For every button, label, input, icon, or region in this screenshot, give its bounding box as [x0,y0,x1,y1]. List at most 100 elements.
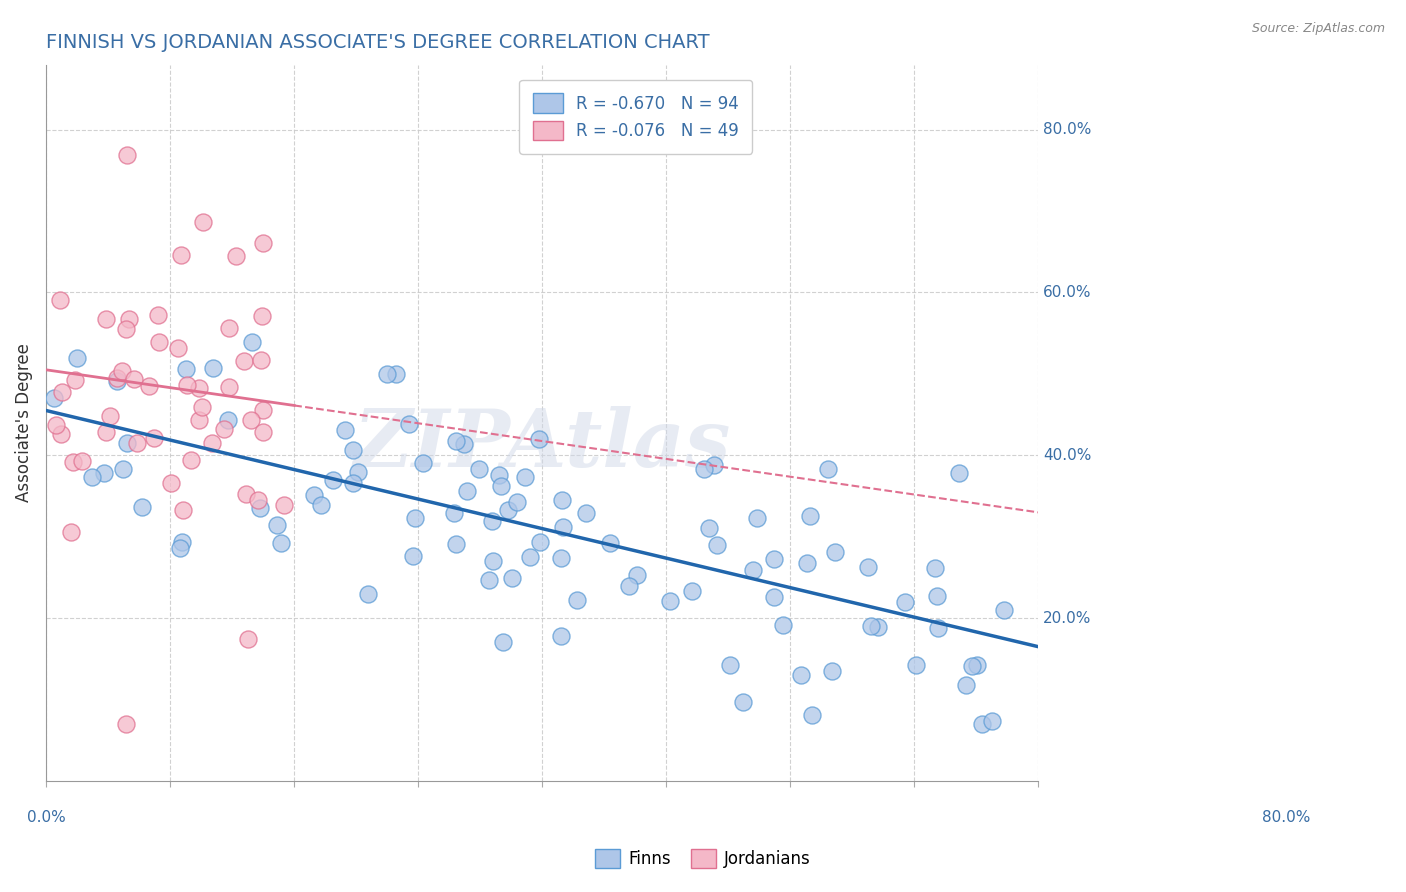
Point [51,384,73,399]
Point [105,371,128,385]
Point [619,579,641,593]
Point [51,426,73,441]
Point [745,511,768,525]
Point [357,587,380,601]
Point [856,560,879,574]
Point [385,367,408,381]
Point [527,432,550,446]
Point [404,511,426,525]
Point [468,461,491,475]
Point [993,603,1015,617]
Point [444,434,467,448]
Point [456,484,478,499]
Point [824,545,846,559]
Point [80,470,103,484]
Point [111,462,134,476]
Point [180,453,202,467]
Point [551,492,574,507]
Point [111,364,134,378]
Point [169,541,191,555]
Point [115,717,138,731]
Point [477,573,499,587]
Point [972,717,994,731]
Point [212,422,235,436]
Point [240,413,263,427]
Point [45,417,67,432]
Point [65,373,87,387]
Point [347,465,370,479]
Point [772,618,794,632]
Point [496,502,519,516]
Point [706,538,728,552]
Point [218,380,240,394]
Point [966,657,988,672]
Point [800,707,823,722]
Point [143,431,166,445]
Point [105,374,128,388]
Point [868,620,890,634]
Point [342,442,364,457]
Point [191,400,214,414]
Point [247,493,270,508]
Point [501,571,523,585]
Point [250,352,273,367]
Point [60,524,83,539]
Point [42,391,65,405]
Point [270,536,292,550]
Point [115,322,138,336]
Legend: Finns, Jordanians: Finns, Jordanians [588,842,818,875]
Point [481,514,503,528]
Point [201,436,224,450]
Point [980,714,1002,728]
Point [117,311,139,326]
Point [115,436,138,450]
Point [93,466,115,480]
Point [232,353,254,368]
Point [927,621,949,635]
Point [115,148,138,162]
Point [741,563,763,577]
Point [927,589,949,603]
Point [488,467,510,482]
Point [489,479,512,493]
Point [160,475,183,490]
Point [412,456,434,470]
Text: Source: ZipAtlas.com: Source: ZipAtlas.com [1251,22,1385,36]
Point [402,549,425,563]
Point [658,594,681,608]
Point [146,309,169,323]
Point [699,521,721,535]
Text: 80.0%: 80.0% [1263,810,1310,825]
Point [550,629,572,643]
Point [820,664,842,678]
Point [955,678,977,692]
Point [235,487,257,501]
Point [170,534,193,549]
Point [273,499,295,513]
Point [924,561,946,575]
Text: FINNISH VS JORDANIAN ASSOCIATE'S DEGREE CORRELATION CHART: FINNISH VS JORDANIAN ASSOCIATE'S DEGREE … [46,33,710,52]
Point [905,658,928,673]
Point [333,423,356,437]
Point [519,550,541,565]
Point [218,321,240,335]
Point [302,488,325,502]
Point [492,635,515,649]
Point [125,435,148,450]
Point [66,351,89,366]
Point [375,367,398,381]
Point [718,657,741,672]
Text: 0.0%: 0.0% [27,810,66,825]
Point [138,379,160,393]
Point [148,334,170,349]
Point [252,235,274,250]
Point [96,425,118,439]
Text: 40.0%: 40.0% [1043,448,1091,463]
Point [322,473,344,487]
Point [249,500,271,515]
Point [444,537,467,551]
Point [225,249,247,263]
Point [266,517,288,532]
Point [626,567,648,582]
Point [860,619,883,633]
